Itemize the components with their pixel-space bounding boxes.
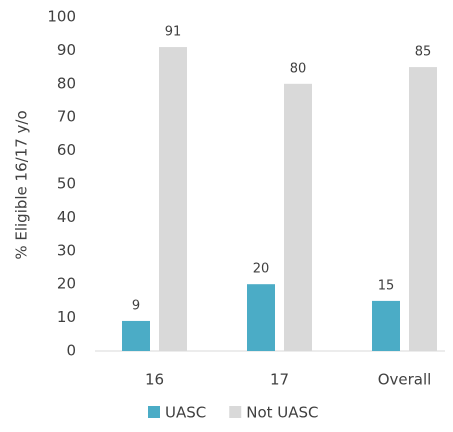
y-tick-label: 0 — [66, 342, 76, 360]
legend-label: UASC — [165, 404, 206, 422]
x-tick-label: Overall — [378, 371, 432, 389]
value-label: 9 — [132, 298, 140, 313]
bar — [284, 83, 312, 352]
legend-label: Not UASC — [246, 404, 318, 422]
y-tick-label: 10 — [57, 308, 76, 326]
y-tick-label: 80 — [57, 74, 76, 92]
y-tick-label: 20 — [57, 275, 76, 293]
y-tick-label: 70 — [57, 108, 76, 126]
x-tick-label: 16 — [145, 371, 164, 389]
y-tick-label: 60 — [57, 141, 76, 159]
bar — [409, 67, 437, 351]
value-label: 20 — [253, 262, 270, 277]
legend-swatch — [148, 406, 160, 418]
value-label: 15 — [378, 278, 395, 293]
value-label: 91 — [165, 25, 182, 40]
y-tick-label: 40 — [57, 208, 76, 226]
y-axis-label: % Eligible 16/17 y/o — [13, 110, 31, 259]
value-label: 85 — [415, 45, 432, 60]
y-tick-label: 100 — [47, 8, 76, 26]
y-tick-label: 90 — [57, 41, 76, 59]
bar — [247, 284, 275, 351]
bar — [159, 47, 187, 352]
bar — [122, 320, 150, 351]
legend-swatch — [229, 406, 242, 418]
bar — [372, 300, 400, 351]
y-tick-label: 50 — [57, 175, 76, 193]
value-label: 80 — [290, 61, 307, 76]
x-tick-label: 17 — [270, 371, 289, 389]
y-tick-label: 30 — [57, 241, 76, 259]
